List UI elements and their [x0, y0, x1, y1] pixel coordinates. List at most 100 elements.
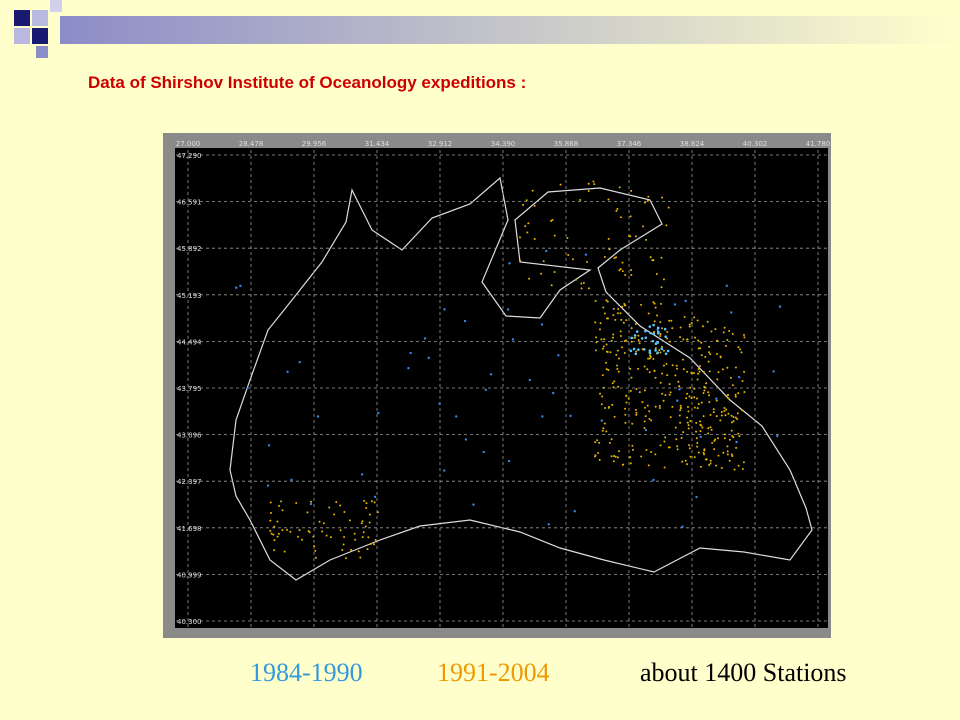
station: [688, 325, 691, 328]
station: [314, 556, 317, 559]
station: [602, 306, 605, 309]
station: [680, 437, 683, 440]
station: [587, 182, 590, 185]
station: [629, 235, 632, 238]
station: [298, 529, 301, 532]
station: [472, 503, 475, 506]
station: [269, 501, 272, 504]
station: [638, 391, 641, 394]
station: [707, 394, 710, 397]
station: [725, 344, 728, 347]
station: [743, 333, 746, 336]
station: [617, 370, 620, 373]
station: [643, 389, 646, 392]
station: [682, 431, 685, 434]
y-tick-label: 43.096: [177, 432, 202, 440]
station: [710, 428, 713, 431]
station: [594, 321, 597, 324]
station: [707, 391, 710, 394]
station: [699, 364, 702, 367]
station: [660, 347, 664, 351]
station: [707, 360, 710, 363]
station: [699, 430, 702, 433]
station: [739, 348, 742, 351]
station: [339, 529, 342, 532]
station: [648, 349, 652, 353]
station: [322, 522, 325, 525]
station: [407, 366, 410, 370]
station: [528, 378, 531, 382]
station: [712, 411, 715, 414]
station: [610, 455, 613, 458]
station: [713, 448, 716, 451]
y-tick-label: 45.892: [177, 245, 202, 253]
station: [283, 550, 286, 553]
station: [596, 439, 599, 442]
station: [325, 534, 328, 537]
station: [701, 325, 704, 328]
station: [695, 430, 698, 433]
station: [722, 451, 725, 454]
station: [697, 403, 700, 406]
station: [725, 408, 728, 411]
station: [592, 180, 595, 183]
station: [737, 464, 740, 467]
station: [427, 356, 430, 360]
station: [607, 237, 610, 240]
station: [376, 511, 379, 514]
station: [663, 440, 666, 443]
station: [316, 415, 320, 418]
station: [693, 406, 696, 409]
station: [361, 520, 364, 523]
station: [307, 530, 310, 533]
station: [735, 446, 738, 449]
station: [716, 353, 719, 356]
station: [423, 337, 427, 340]
station: [644, 428, 648, 432]
station: [721, 368, 724, 371]
station: [484, 388, 488, 392]
station: [595, 336, 598, 339]
station: [693, 387, 696, 390]
station: [741, 468, 744, 471]
station: [266, 484, 270, 487]
decoration: [14, 0, 960, 58]
station: [715, 397, 718, 400]
station: [533, 204, 536, 207]
station: [681, 525, 684, 528]
x-tick-label: 31.434: [365, 140, 390, 148]
station: [623, 302, 626, 305]
station: [708, 401, 711, 404]
station: [688, 395, 691, 398]
station: [737, 392, 740, 395]
station: [734, 416, 737, 419]
station: [706, 320, 709, 323]
station: [664, 352, 668, 356]
station: [597, 452, 600, 455]
station: [647, 464, 650, 467]
station: [280, 500, 283, 503]
station: [281, 509, 284, 512]
station: [719, 356, 722, 359]
station: [604, 361, 607, 364]
station: [662, 399, 665, 402]
station: [544, 249, 548, 253]
station: [669, 391, 672, 394]
station: [737, 432, 740, 435]
station: [607, 406, 610, 409]
station: [602, 345, 605, 348]
station: [722, 331, 725, 334]
station: [594, 454, 597, 457]
station: [715, 339, 718, 342]
station: [603, 255, 606, 258]
station: [641, 401, 644, 404]
station: [273, 549, 276, 552]
station: [654, 453, 657, 456]
station: [651, 339, 655, 343]
station: [663, 466, 666, 469]
station: [616, 364, 619, 367]
station: [709, 462, 712, 465]
station: [704, 355, 707, 358]
station: [686, 370, 689, 373]
station: [703, 389, 706, 392]
